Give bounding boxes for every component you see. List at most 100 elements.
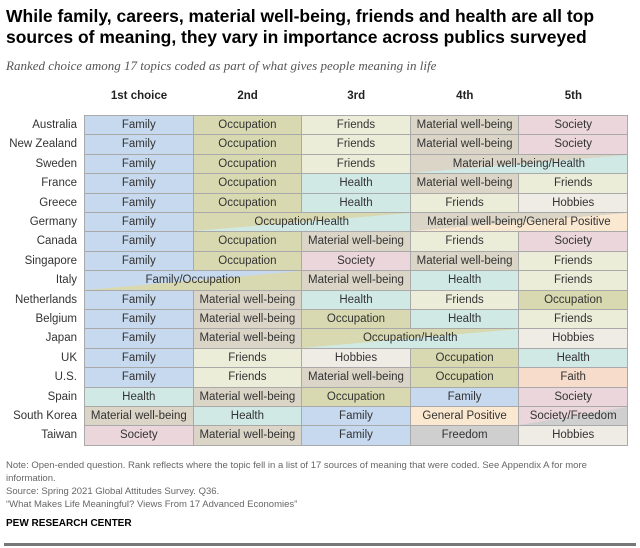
column-header: 1st choice (110, 90, 168, 102)
rank-cell: Society/Freedom (519, 407, 628, 427)
country-label: France (41, 177, 77, 190)
rank-cell: Occupation (193, 193, 303, 213)
rank-cell: Faith (519, 368, 628, 388)
rank-cell: Friends (519, 271, 628, 291)
rank-cell: Family (85, 232, 194, 252)
rank-cell: Material well-being (410, 174, 520, 194)
chart-title: While family, careers, material well-bei… (6, 6, 595, 47)
note-text: Note: Open-ended question. Rank reflects… (6, 460, 587, 484)
rank-cell: Health (302, 193, 411, 213)
rank-cell: Occupation (193, 116, 303, 136)
footer-divider (4, 543, 636, 546)
country-label: Australia (32, 119, 77, 131)
report-title: “What Makes Life Meaningful? Views From … (6, 499, 298, 510)
rank-cell: Occupation (410, 368, 520, 388)
rank-cell: Family (85, 329, 194, 349)
rank-cell: Family (85, 290, 194, 310)
chart-subtitle: Ranked choice among 17 topics coded as p… (6, 58, 437, 73)
rank-cell: Occupation (193, 154, 303, 175)
country-label: UK (61, 351, 77, 364)
rank-cell: Friends (410, 193, 520, 213)
rank-cell: Family (85, 135, 194, 155)
brand-label: PEW RESEARCH CENTER (6, 518, 132, 529)
column-header: 5th (564, 90, 583, 102)
rank-cell: Family (85, 213, 194, 233)
rank-cell: Hobbies (519, 329, 628, 349)
country-label: U.S. (54, 371, 77, 384)
country-label: Italy (55, 274, 77, 287)
rank-cell: Friends (302, 154, 411, 175)
rank-cell: Material well-being/General Positive (410, 213, 628, 233)
rank-cell: Friends (519, 310, 628, 330)
source-text: Source: Spring 2021 Global Attitudes Sur… (6, 486, 220, 497)
rank-cell: Material well-being (193, 310, 303, 330)
rank-cell: Occupation (193, 251, 303, 272)
rank-cell: Material well-being (193, 426, 303, 446)
rank-cell: Occupation (193, 135, 303, 155)
rank-cell: Family (85, 310, 194, 330)
rank-cell: Occupation/Health (302, 329, 520, 349)
rank-cell: Health (410, 310, 520, 330)
rank-cell: Friends (410, 232, 520, 252)
rank-cell: Health (302, 174, 411, 194)
rank-cell: Health (302, 290, 411, 310)
rank-cell: Society (519, 232, 628, 252)
rank-cell: Health (410, 271, 520, 291)
rank-cell: Society (302, 251, 411, 272)
rank-cell: Family (85, 251, 194, 272)
country-label: Greece (39, 196, 77, 209)
rank-cell: Family (85, 174, 194, 194)
rank-cell: Material well-being (85, 407, 194, 427)
rank-cell: Freedom (410, 426, 520, 446)
rank-cell: Material well-being/Health (410, 154, 628, 175)
rank-cell: Society (519, 116, 628, 136)
rank-cell: General Positive (410, 407, 520, 427)
rank-cell: Friends (193, 348, 303, 369)
country-label: New Zealand (9, 138, 77, 151)
rank-cell: Society (519, 387, 628, 407)
rank-cell: Material well-being (410, 116, 520, 136)
rank-cell: Occupation (193, 232, 303, 252)
country-label: Sweden (35, 157, 77, 170)
rank-cell: Family/Occupation (85, 271, 303, 291)
rank-cell: Family (85, 116, 194, 136)
country-label: Singapore (24, 254, 77, 267)
rank-cell: Material well-being (193, 290, 303, 310)
rank-cell: Hobbies (519, 426, 628, 446)
rank-cell: Friends (193, 368, 303, 388)
column-header: 3rd (347, 90, 366, 102)
rank-cell: Friends (410, 290, 520, 310)
rank-cell: Material well-being (193, 329, 303, 349)
rank-cell: Occupation (519, 290, 628, 310)
rank-cell: Family (85, 368, 194, 388)
rank-cell: Friends (302, 135, 411, 155)
rank-cell: Occupation (410, 348, 520, 369)
rank-cell: Family (302, 407, 411, 427)
rank-cell: Friends (519, 251, 628, 272)
rank-cell: Material well-being (410, 135, 520, 155)
rank-cell: Material well-being (193, 387, 303, 407)
country-label: Germany (29, 216, 77, 228)
column-header: 2nd (237, 90, 258, 102)
notes: Note: Open-ended question. Rank reflects… (6, 459, 634, 511)
rank-cell: Occupation (193, 174, 303, 194)
rank-cell: Health (193, 407, 303, 427)
rank-cell: Family (85, 154, 194, 175)
rank-cell: Friends (519, 174, 628, 194)
rank-cell: Occupation (302, 387, 411, 407)
country-label: Taiwan (41, 429, 77, 442)
rank-cell: Family (410, 387, 520, 407)
rank-cell: Health (85, 387, 194, 407)
country-label: Japan (45, 332, 77, 345)
rank-cell: Family (85, 348, 194, 369)
rank-cell: Material well-being (410, 251, 520, 272)
rank-cell: Material well-being (302, 271, 411, 291)
rank-cell: Health (519, 348, 628, 369)
rank-cell: Material well-being (302, 368, 411, 388)
rank-cell: Material well-being (302, 232, 411, 252)
rank-cell: Family (85, 193, 194, 213)
country-label: Spain (47, 390, 77, 403)
column-header: 4th (456, 90, 474, 102)
country-label: Canada (36, 235, 77, 248)
